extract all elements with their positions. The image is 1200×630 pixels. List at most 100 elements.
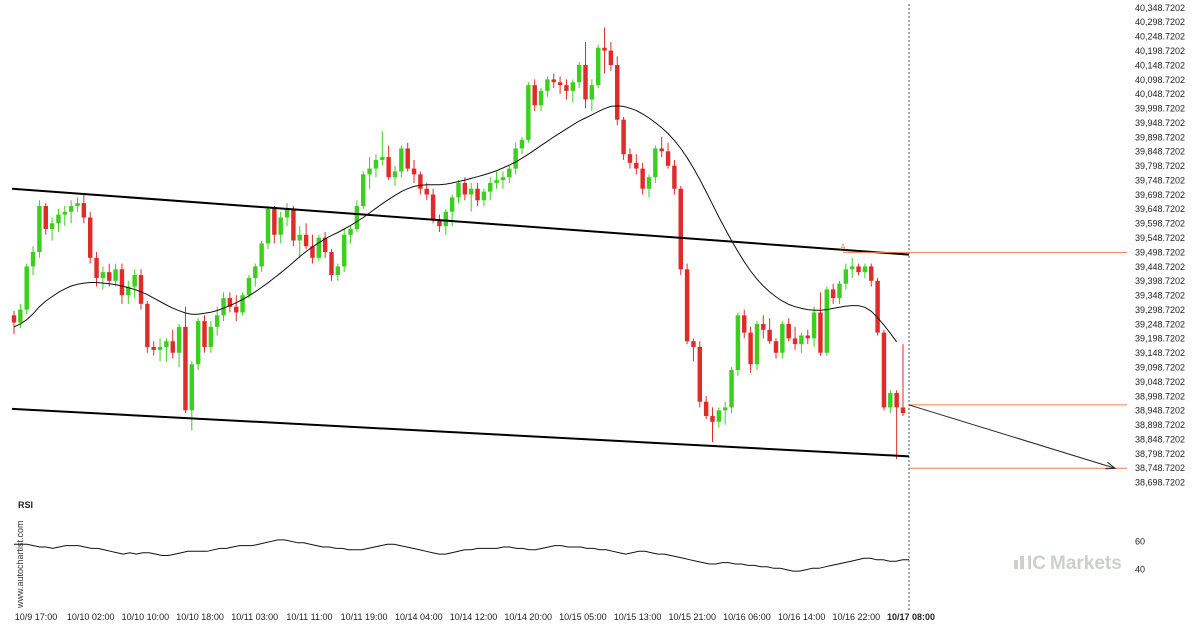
- y-tick-label: 39,048.7202: [1135, 377, 1185, 387]
- candle-body: [526, 85, 531, 140]
- candle-body: [405, 148, 410, 169]
- brand-ic: IC: [1027, 553, 1046, 574]
- candle-body: [722, 407, 728, 411]
- projection-arrow-line: [908, 404, 1116, 469]
- candle-body: [361, 174, 366, 207]
- candle-body: [875, 280, 880, 333]
- candle-body: [862, 266, 868, 273]
- x-tick-label: 10/10 18:00: [176, 612, 224, 622]
- candle-body: [684, 269, 690, 342]
- candle-body: [399, 148, 404, 172]
- candle-body: [532, 85, 537, 106]
- y-tick-label: 38,848.7202: [1135, 434, 1185, 444]
- x-tick-label: 10/15 21:00: [668, 612, 716, 622]
- candle-body: [894, 393, 899, 408]
- brand-bars-icon: [1014, 556, 1024, 569]
- candle-body: [386, 157, 391, 178]
- candle-body: [119, 269, 125, 296]
- y-tick-label: 39,498.7202: [1135, 247, 1185, 257]
- candle-body: [570, 82, 576, 91]
- y-tick-label: 40,248.7202: [1135, 32, 1185, 42]
- candle-body: [24, 266, 29, 310]
- candle-body: [716, 410, 722, 422]
- candle-body: [449, 197, 455, 212]
- y-tick-label: 40,048.7202: [1135, 89, 1185, 99]
- candle-body: [316, 237, 322, 258]
- candle-body: [456, 182, 461, 198]
- x-tick-label: 10/11 03:00: [231, 612, 278, 622]
- x-tick-label: 10/9 17:00: [15, 612, 58, 622]
- candle-body: [735, 315, 741, 371]
- brand-markets: Markets: [1050, 553, 1122, 574]
- candle-body: [43, 206, 48, 230]
- candle-body: [265, 208, 271, 244]
- candle-body: [291, 208, 296, 241]
- candle-body: [672, 165, 677, 189]
- watermark-text: www.autochartist.com: [15, 520, 25, 609]
- candle-body: [278, 217, 283, 235]
- candle-body: [748, 332, 753, 365]
- moving-average-line: [13, 105, 898, 343]
- x-tick-label: 10/15 05:00: [559, 612, 607, 622]
- candle-body: [373, 159, 379, 169]
- candle-body: [37, 206, 42, 253]
- candle-body: [157, 347, 163, 350]
- candle-body: [30, 252, 36, 267]
- candle-body: [621, 119, 626, 155]
- x-tick-label: 10/16 14:00: [778, 612, 826, 622]
- rsi-line: [14, 539, 909, 572]
- candle-body: [507, 168, 512, 178]
- x-tick-label: 10/14 20:00: [504, 612, 552, 622]
- y-tick-label: 39,548.7202: [1135, 233, 1185, 243]
- candle-body: [888, 393, 893, 408]
- candle-body: [411, 168, 417, 175]
- candle-body: [430, 194, 436, 221]
- candle-body: [56, 214, 61, 224]
- candle-body: [583, 65, 588, 100]
- candle-body: [697, 347, 703, 402]
- candle-body: [646, 177, 652, 189]
- channel-upper-line: [11, 187, 910, 256]
- candle-body: [551, 79, 556, 83]
- candle-body: [424, 188, 429, 195]
- candle-body: [754, 323, 760, 365]
- candle-body: [805, 335, 810, 339]
- channel-lower-line: [11, 407, 910, 458]
- x-tick-label: 10/14 04:00: [395, 612, 443, 622]
- candle-body: [126, 286, 131, 296]
- rsi-label: RSI: [18, 500, 33, 510]
- candle-body: [202, 321, 207, 348]
- candle-body: [138, 275, 144, 304]
- candle-body: [773, 341, 779, 353]
- x-tick-label: 10/10 10:00: [122, 612, 170, 622]
- y-tick-label: 38,798.7202: [1135, 449, 1185, 459]
- candle-body: [380, 157, 385, 160]
- candle-body: [780, 323, 785, 353]
- candle-body: [462, 182, 468, 195]
- candle-body: [640, 168, 645, 189]
- y-tick-label: 39,748.7202: [1135, 175, 1185, 185]
- brand-logo: IC Markets: [1014, 553, 1122, 574]
- candle-body: [513, 148, 518, 169]
- candle-body: [564, 85, 569, 91]
- candle-body: [297, 234, 302, 241]
- candle-body: [824, 289, 830, 353]
- candle-body: [303, 234, 309, 247]
- candle-body: [100, 272, 106, 278]
- candle-body: [443, 211, 449, 227]
- candle-body: [208, 326, 214, 348]
- candle-body: [545, 79, 550, 91]
- candle-body: [234, 306, 239, 313]
- candle-body: [62, 211, 68, 215]
- rsi-tick-label: 60: [1135, 536, 1145, 546]
- candle-body: [107, 272, 112, 281]
- y-tick-label: 40,098.7202: [1135, 75, 1185, 85]
- y-tick-label: 40,298.7202: [1135, 17, 1185, 27]
- candle-body: [475, 188, 480, 201]
- candle-body: [818, 312, 823, 353]
- projection-arrow-head: [1105, 461, 1117, 470]
- candle-body: [272, 208, 277, 235]
- y-tick-label: 39,848.7202: [1135, 147, 1185, 157]
- y-axis: 40,348.7202 40,298.7202 40,248.7202 40,198.…: [1135, 3, 1185, 488]
